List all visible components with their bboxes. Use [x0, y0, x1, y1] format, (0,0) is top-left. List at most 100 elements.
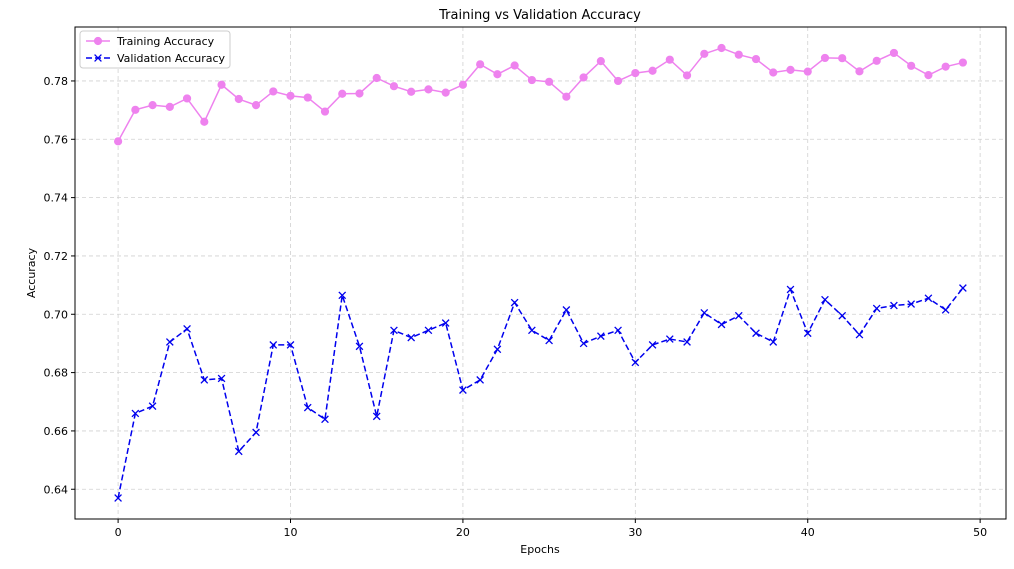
- x-marker-stroke: [510, 298, 519, 307]
- training-accuracy-point: [855, 67, 864, 76]
- x-marker-stroke: [890, 301, 898, 310]
- x-marker-stroke: [821, 295, 829, 304]
- x-marker-stroke: [424, 326, 433, 335]
- training-accuracy-point: [131, 105, 140, 114]
- validation-accuracy-point: [717, 320, 726, 329]
- x-tick-label: 50: [973, 526, 987, 539]
- plot-area: [114, 43, 967, 502]
- x-marker-stroke: [614, 326, 622, 335]
- validation-accuracy-point: [631, 358, 640, 367]
- y-tick-label: 0.68: [44, 367, 69, 380]
- training-accuracy-point: [372, 73, 381, 83]
- x-marker-stroke: [855, 330, 864, 339]
- x-marker-stroke: [459, 386, 467, 394]
- x-marker-stroke: [941, 306, 950, 314]
- x-marker-stroke: [596, 332, 605, 341]
- x-marker-stroke: [441, 319, 450, 327]
- validation-accuracy-point: [545, 336, 553, 345]
- training-accuracy-line: [117, 47, 964, 142]
- training-accuracy-point: [527, 75, 536, 85]
- legend-label-training-accuracy: Training Accuracy: [116, 35, 215, 48]
- training-accuracy-point: [613, 76, 623, 86]
- validation-accuracy-point: [872, 304, 881, 313]
- training-accuracy-point: [734, 50, 743, 59]
- validation-accuracy-point: [183, 324, 191, 333]
- validation-accuracy-point: [734, 311, 743, 320]
- x-marker-stroke: [183, 324, 191, 333]
- x-marker-stroke: [165, 338, 174, 346]
- training-accuracy-point: [407, 87, 416, 96]
- training-accuracy-point: [941, 62, 950, 71]
- x-marker-stroke: [303, 403, 312, 412]
- training-accuracy-point: [182, 94, 192, 103]
- validation-accuracy-point: [441, 319, 450, 327]
- x-marker-stroke: [579, 339, 588, 348]
- validation-accuracy-point: [252, 428, 260, 437]
- legend-frame: [79, 30, 231, 69]
- validation-accuracy-point: [286, 341, 295, 349]
- chart-title: Training vs Validation Accuracy: [438, 8, 641, 23]
- x-marker-stroke: [114, 494, 122, 502]
- x-marker-stroke: [648, 341, 657, 349]
- x-marker-stroke: [200, 376, 209, 384]
- x-marker-stroke: [700, 308, 709, 317]
- training-accuracy-series: [114, 43, 967, 146]
- x-marker-stroke: [803, 329, 812, 338]
- validation-accuracy-point: [355, 342, 364, 351]
- x-marker-stroke: [734, 311, 743, 320]
- validation-accuracy-point: [200, 376, 209, 384]
- training-accuracy-point: [545, 77, 554, 86]
- validation-accuracy-point: [890, 301, 898, 310]
- training-accuracy-point: [717, 43, 726, 53]
- training-accuracy-point: [251, 101, 261, 110]
- training-accuracy-point: [631, 68, 640, 78]
- validation-accuracy-point: [234, 447, 243, 456]
- training-accuracy-point: [424, 85, 433, 94]
- x-tick-label: 10: [284, 526, 298, 539]
- axes: 0 10 20 30 40 50 0.64 0.66 0.68 0.70 0.72 0.74 0.76 0…: [44, 26, 1007, 539]
- validation-accuracy-point: [321, 415, 329, 424]
- validation-accuracy-point: [131, 409, 140, 418]
- validation-accuracy-point: [407, 333, 416, 342]
- validation-accuracy-point: [390, 326, 398, 335]
- legend-label-validation-accuracy: Validation Accuracy: [117, 52, 226, 65]
- x-marker-stroke: [269, 341, 278, 349]
- x-marker-stroke: [665, 335, 674, 343]
- training-accuracy-point: [579, 73, 588, 82]
- validation-accuracy-point: [821, 295, 829, 304]
- x-marker-stroke: [838, 311, 847, 320]
- validation-accuracy-point: [372, 412, 381, 421]
- training-accuracy-point: [355, 89, 364, 98]
- legend-marker-training-accuracy: [93, 36, 103, 46]
- validation-accuracy-point: [510, 298, 519, 307]
- training-accuracy-point: [148, 101, 157, 110]
- x-marker-stroke: [528, 326, 536, 335]
- training-accuracy-point: [803, 67, 812, 76]
- validation-accuracy-point: [424, 326, 433, 335]
- validation-accuracy-point: [493, 345, 502, 354]
- validation-accuracy-point: [855, 330, 864, 339]
- y-tick-label: 0.74: [44, 192, 69, 205]
- training-accuracy-point: [510, 61, 519, 70]
- validation-accuracy-point: [700, 308, 709, 317]
- training-accuracy-point: [786, 65, 795, 74]
- x-marker-stroke: [476, 376, 485, 384]
- x-marker-stroke: [252, 428, 260, 437]
- training-accuracy-point: [493, 70, 502, 79]
- x-marker-stroke: [872, 304, 881, 313]
- validation-accuracy-point: [665, 335, 674, 343]
- validation-accuracy-point: [528, 326, 536, 335]
- y-tick-label: 0.76: [44, 133, 69, 146]
- training-accuracy-point: [441, 88, 450, 97]
- training-accuracy-point: [303, 93, 312, 102]
- validation-accuracy-point: [562, 306, 571, 314]
- x-marker-stroke: [493, 345, 502, 354]
- x-axis-label: Epochs: [520, 543, 560, 556]
- x-marker-stroke: [217, 374, 226, 383]
- validation-accuracy-point: [579, 339, 588, 348]
- training-accuracy-point: [476, 60, 485, 69]
- training-accuracy-point: [958, 58, 967, 67]
- training-accuracy-point: [286, 91, 295, 100]
- training-accuracy-point: [872, 56, 881, 65]
- y-tick-label: 0.66: [44, 425, 69, 438]
